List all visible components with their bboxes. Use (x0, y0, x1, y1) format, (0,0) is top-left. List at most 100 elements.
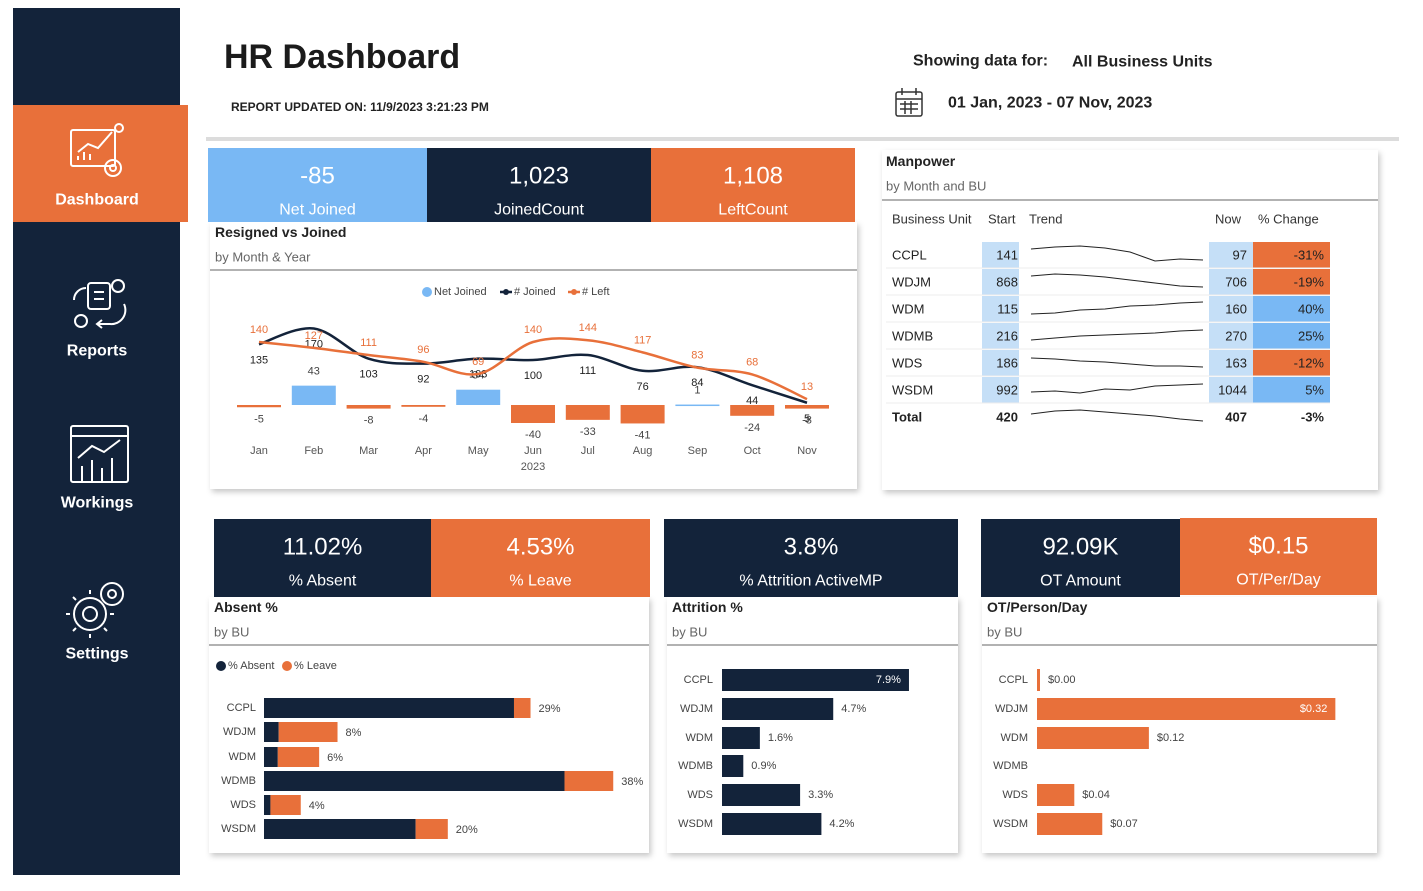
bar-segment (513, 698, 531, 718)
table-cell: 115 (997, 302, 1018, 317)
y-tick-label: WDM (229, 751, 257, 763)
calendar-icon (895, 88, 923, 117)
legend-label: Net Joined (434, 286, 487, 298)
sparkline (1030, 273, 1204, 288)
data-label: $0.00 (1048, 674, 1076, 686)
nav-active (13, 105, 188, 222)
bar (565, 405, 610, 420)
nav-item[interactable]: Dashboard (55, 192, 139, 209)
legend-label: # Joined (514, 286, 556, 298)
data-label: 111 (579, 365, 596, 377)
data-label: 144 (579, 322, 597, 334)
y-tick-label: WDJM (995, 703, 1028, 715)
data-label: 140 (524, 324, 542, 336)
y-tick-label: WSDM (993, 818, 1028, 830)
y-tick-label: WDMB (221, 775, 256, 787)
bar (511, 405, 555, 423)
dashboard-icon (70, 123, 124, 177)
now-cell-bg (1209, 269, 1253, 295)
data-label: 3.3% (808, 789, 833, 801)
data-label: 111 (360, 337, 377, 349)
table-cell: WDJM (892, 275, 931, 290)
data-label: 4.2% (829, 818, 854, 830)
table-cell: 270 (1225, 329, 1247, 344)
kpi-value: 4.53% (506, 534, 574, 561)
table-cell: 160 (1225, 302, 1247, 317)
total-cell: 407 (1225, 410, 1247, 425)
data-label: 5 (804, 413, 810, 425)
table-cell: -19% (1294, 275, 1325, 290)
bar (675, 404, 720, 407)
nav-item[interactable]: Reports (67, 343, 128, 360)
card-title: Manpower (886, 153, 956, 169)
bar (1037, 669, 1040, 691)
card-subtitle: by Month and BU (886, 179, 986, 194)
y-tick-label: WDS (1002, 789, 1028, 801)
bar (1037, 698, 1336, 720)
table-cell: 186 (996, 356, 1018, 371)
chart-subtitle: by BU (214, 625, 249, 640)
table-cell: 706 (1225, 275, 1247, 290)
kpi-label: % Absent (289, 573, 357, 590)
y-tick-label: WDJM (223, 726, 256, 738)
x-tick-label: Jun (524, 445, 542, 457)
data-label: 127 (305, 330, 323, 342)
now-cell-bg (1209, 242, 1253, 268)
bar (456, 389, 501, 405)
start-cell-bg (982, 323, 1019, 349)
data-label: 84 (691, 377, 703, 389)
data-label: 69 (472, 356, 484, 368)
nav-icons (66, 123, 129, 638)
change-cell-bg (1253, 269, 1330, 295)
bar-segment (270, 795, 301, 815)
x-tick-label: Mar (359, 445, 378, 457)
bar-segment (264, 795, 271, 815)
sparkline (1030, 245, 1204, 262)
filter-label: Showing data for: (913, 53, 1048, 70)
x-tick-label: Jan (250, 445, 268, 457)
kpi-card (651, 148, 855, 222)
header-divider (206, 137, 1399, 141)
table-cell: WDM (892, 302, 925, 317)
total-label: 20% (456, 824, 478, 836)
y-tick-label: WDS (687, 789, 713, 801)
data-label: 100 (524, 370, 542, 382)
y-tick-label: WDM (686, 732, 714, 744)
table-cell: 1044 (1218, 383, 1247, 398)
kpi-card (427, 148, 651, 222)
x-tick-label: Jul (581, 445, 595, 457)
table-cell: 216 (996, 329, 1018, 344)
table-cell: -12% (1294, 356, 1325, 371)
kpi-value: 92.09K (1042, 534, 1118, 561)
bar (722, 698, 834, 720)
nav-item[interactable]: Workings (61, 495, 134, 512)
sparkline (1030, 301, 1204, 315)
x-tick-label: Apr (415, 445, 432, 457)
bar (722, 784, 801, 806)
data-label: 117 (634, 334, 652, 346)
total-cell: -3% (1301, 410, 1325, 425)
total-label: 4% (309, 800, 325, 812)
data-label: $0.04 (1082, 789, 1110, 801)
table-cell: CCPL (892, 248, 927, 263)
kpi-value: -85 (300, 163, 335, 190)
table-cell: WSDM (892, 383, 933, 398)
data-label: -5 (254, 413, 264, 425)
data-label: -41 (635, 429, 651, 441)
column-header: Trend (1029, 212, 1062, 227)
legend-label: % Leave (294, 660, 337, 672)
bar-segment (264, 722, 279, 742)
chart-card: Absent % by BU % Absent % Leave CCPL 29% WDJM 8… (209, 597, 649, 853)
x-group-label: 2023 (521, 461, 545, 473)
table-cell: WDMB (892, 329, 933, 344)
data-label: 68 (746, 356, 758, 368)
kpi-card (214, 519, 431, 597)
legend-swatch (282, 661, 292, 671)
line (258, 337, 808, 401)
y-tick-label: CCPL (999, 674, 1028, 686)
card (982, 597, 1377, 853)
nav-item[interactable]: Settings (65, 646, 128, 663)
bar (722, 755, 744, 777)
bar-segment (264, 771, 565, 791)
